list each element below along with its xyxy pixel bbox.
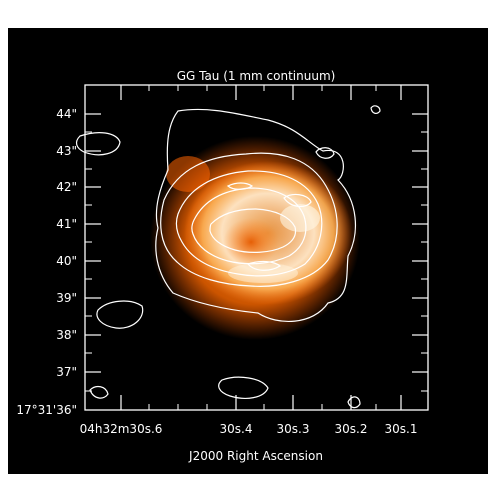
x-tick-labels: 04h32m30s.6 30s.4 30s.3 30s.2 30s.1 <box>80 422 418 436</box>
x-tick-label: 30s.4 <box>220 422 253 436</box>
y-tick-label: 44" <box>56 107 77 121</box>
contours <box>75 105 381 409</box>
figure-title: GG Tau (1 mm continuum) <box>177 69 336 83</box>
y-tick-label: 41" <box>56 217 77 231</box>
y-tick-label: 42" <box>56 180 77 194</box>
y-tick-label: 39" <box>56 291 77 305</box>
minor-ticks <box>85 85 428 410</box>
figure-panel: GG Tau (1 mm continuum) 44" 43" 42" 41" … <box>8 28 488 474</box>
plot-frame <box>84 84 429 411</box>
x-tick-label: 30s.2 <box>335 422 368 436</box>
x-tick-label: 04h32m30s.6 <box>80 422 163 436</box>
y-tick-label: 37" <box>56 365 77 379</box>
emission-map <box>150 136 360 340</box>
y-tick-labels: 44" 43" 42" 41" 40" 39" 38" 37" 17°31'36… <box>16 107 77 417</box>
sky-map: GG Tau (1 mm continuum) 44" 43" 42" 41" … <box>16 69 429 463</box>
major-ticks <box>85 85 428 410</box>
x-axis-label: J2000 Right Ascension <box>188 449 323 463</box>
y-tick-label: 17°31'36" <box>16 403 77 417</box>
y-tick-label: 43" <box>56 144 77 158</box>
x-tick-label: 30s.3 <box>277 422 310 436</box>
y-tick-label: 38" <box>56 328 77 342</box>
y-tick-label: 40" <box>56 254 77 268</box>
x-tick-label: 30s.1 <box>385 422 418 436</box>
